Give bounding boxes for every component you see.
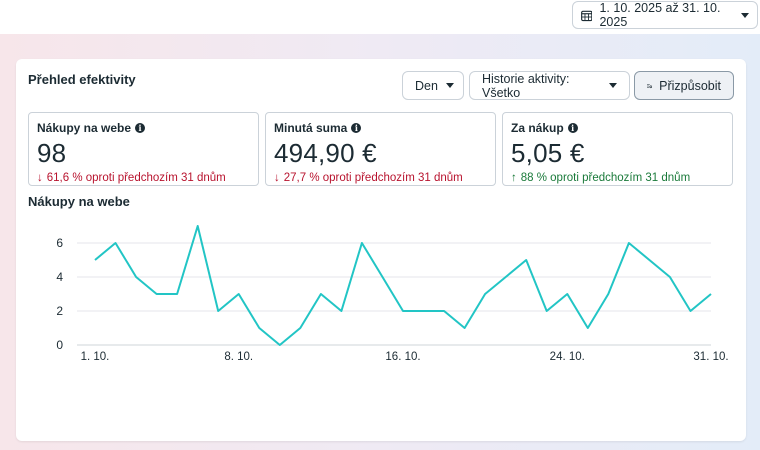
metric-label-text: Nákupy na webe [37, 121, 132, 135]
info-icon[interactable]: i [135, 123, 146, 133]
x-tick-label: 24. 10. [550, 351, 585, 363]
metric-value: 5,05 € [511, 138, 585, 168]
metric-delta: ↑ 88 % oproti předchozím 31 dnům [511, 172, 724, 184]
data-point[interactable] [89, 254, 101, 266]
data-point[interactable] [602, 288, 614, 300]
metric-label: Za nákup i [511, 121, 724, 135]
x-tick-label: 31. 10. [693, 351, 728, 363]
metric-delta-text: 88 % oproti předchozím 31 dnům [520, 172, 691, 184]
period-dropdown-label: Den [415, 78, 438, 93]
calendar-icon [581, 10, 593, 21]
customize-button[interactable]: Přizpůsobit [634, 71, 734, 100]
metric-delta: ↓ 61,6 % oproti předchozím 31 dnům [37, 172, 250, 184]
metric-label: Minutá suma i [274, 121, 487, 135]
data-point[interactable] [684, 305, 696, 317]
data-point[interactable] [418, 305, 430, 317]
y-tick-label: 0 [56, 338, 63, 352]
data-point[interactable] [643, 254, 655, 266]
purchases-line-chart: 0 2 4 6 1. 10. 8. 10. 16. 10. 24. 10. 31. 10. [56, 220, 729, 363]
arrow-up-icon: ↑ [511, 172, 517, 184]
x-tick-label: 16. 10. [385, 351, 420, 363]
info-icon[interactable]: i [351, 123, 362, 133]
metric-label-text: Minutá suma [274, 121, 348, 135]
data-point[interactable] [192, 220, 204, 232]
arrow-down-icon: ↓ [274, 172, 280, 184]
data-point[interactable] [561, 288, 573, 300]
metric-delta: ↓ 27,7 % oproti předchozím 31 dnům [274, 172, 487, 184]
data-point[interactable] [171, 288, 183, 300]
date-range-picker[interactable]: 1. 10. 2025 až 31. 10. 2025 [572, 1, 758, 29]
data-point[interactable] [110, 237, 122, 249]
data-point[interactable] [274, 339, 286, 351]
data-point[interactable] [541, 305, 553, 317]
info-icon[interactable]: i [567, 123, 578, 133]
data-point[interactable] [294, 322, 306, 334]
data-point[interactable] [233, 288, 245, 300]
data-point[interactable] [130, 271, 142, 283]
data-point[interactable] [376, 271, 388, 283]
metric-delta-text: 27,7 % oproti předchozím 31 dnům [283, 172, 463, 184]
panel-title: Přehled efektivity [28, 72, 136, 87]
series-line-web-purchases[interactable] [94, 225, 712, 346]
chevron-down-icon [741, 12, 749, 18]
metric-label: Nákupy na webe i [37, 121, 250, 135]
performance-overview-panel: Přehled efektivity Den Historie aktivity… [16, 59, 746, 441]
data-point[interactable] [500, 271, 512, 283]
y-tick-label: 6 [56, 236, 63, 250]
metric-value: 494,90 € [274, 138, 377, 168]
x-tick-label: 1. 10. [81, 351, 110, 363]
data-point[interactable] [335, 305, 347, 317]
metric-card-cost-per-purchase[interactable]: Za nákup i 5,05 € ↑ 88 % oproti předchoz… [502, 112, 733, 186]
activity-history-dropdown[interactable]: Historie aktivity: Všetko [469, 71, 630, 100]
data-point[interactable] [356, 237, 368, 249]
sliders-gear-icon [647, 83, 653, 88]
data-point[interactable] [582, 322, 594, 334]
data-point[interactable] [397, 305, 409, 317]
data-point[interactable] [623, 237, 635, 249]
chevron-down-icon [609, 83, 617, 88]
metric-delta-text: 61,6 % oproti předchozím 31 dnům [46, 172, 226, 184]
customize-button-label: Přizpůsobit [659, 78, 721, 93]
metric-label-text: Za nákup [511, 121, 564, 135]
data-point[interactable] [520, 254, 532, 266]
data-point[interactable] [705, 288, 717, 300]
metric-card-amount-spent[interactable]: Minutá suma i 494,90 € ↓ 27,7 % oproti p… [265, 112, 496, 186]
data-point[interactable] [459, 322, 471, 334]
metric-card-web-purchases[interactable]: Nákupy na webe i 98 ↓ 61,6 % oproti před… [28, 112, 259, 186]
activity-history-label: Historie aktivity: Všetko [482, 71, 570, 100]
x-tick-label: 8. 10. [224, 351, 253, 363]
data-point[interactable] [253, 322, 265, 334]
y-tick-label: 2 [56, 304, 63, 318]
data-point[interactable] [438, 305, 450, 317]
data-point[interactable] [212, 305, 224, 317]
data-point[interactable] [664, 271, 676, 283]
chart-title: Nákupy na webe [28, 194, 130, 209]
period-dropdown[interactable]: Den [402, 71, 464, 100]
data-point[interactable] [315, 288, 327, 300]
metric-value: 98 [37, 138, 67, 168]
chevron-down-icon [445, 83, 454, 88]
y-tick-label: 4 [56, 270, 63, 284]
arrow-down-icon: ↓ [37, 172, 43, 184]
date-range-label: 1. 10. 2025 až 31. 10. 2025 [599, 1, 721, 29]
data-point[interactable] [151, 288, 163, 300]
data-point[interactable] [479, 288, 491, 300]
